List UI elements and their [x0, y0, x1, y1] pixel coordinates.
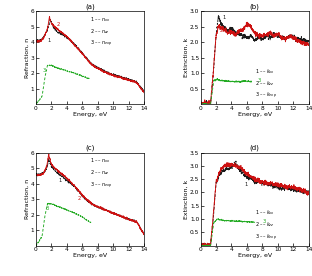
- Text: $\it{1}$ –– $k_{xx}$: $\it{1}$ –– $k_{xx}$: [255, 67, 275, 76]
- Text: $\it{3}$ –– $n_{exp}$: $\it{3}$ –– $n_{exp}$: [90, 39, 112, 49]
- Text: $\it{1}$: $\it{1}$: [244, 180, 249, 188]
- Text: $\it{1}$: $\it{1}$: [47, 36, 51, 44]
- Text: $\it{3}$: $\it{3}$: [262, 217, 267, 225]
- Text: $\it{3}$: $\it{3}$: [42, 66, 47, 73]
- Text: $\it{2}$ –– $k_{zz}$: $\it{2}$ –– $k_{zz}$: [255, 79, 274, 88]
- Text: $\it{2}$: $\it{2}$: [77, 194, 82, 202]
- X-axis label: Energy, eV: Energy, eV: [238, 253, 272, 258]
- Text: $\it{1}$ –– $n_{xx}$: $\it{1}$ –– $n_{xx}$: [90, 15, 110, 24]
- Title: (a): (a): [85, 3, 95, 10]
- X-axis label: Energy, eV: Energy, eV: [238, 112, 272, 117]
- X-axis label: Energy, eV: Energy, eV: [73, 253, 107, 258]
- Text: $\it{1}$ –– $n_{xx}$: $\it{1}$ –– $n_{xx}$: [90, 156, 110, 165]
- X-axis label: Energy, eV: Energy, eV: [73, 112, 107, 117]
- Text: $\it{2}$ –– $n_{zz}$: $\it{2}$ –– $n_{zz}$: [90, 168, 110, 177]
- Text: $\it{1}$: $\it{1}$: [222, 14, 227, 22]
- Title: (d): (d): [250, 145, 260, 151]
- Text: $\it{2}$: $\it{2}$: [219, 26, 224, 34]
- Text: $\it{2}$: $\it{2}$: [238, 163, 243, 171]
- Text: $\it{2}$: $\it{2}$: [56, 20, 61, 28]
- Text: $\it{1}$ –– $k_{xx}$: $\it{1}$ –– $k_{xx}$: [255, 208, 275, 217]
- Text: $\it{3}$: $\it{3}$: [257, 76, 262, 84]
- Text: $\it{2}$ –– $n_{zz}$: $\it{2}$ –– $n_{zz}$: [90, 27, 110, 36]
- Text: $\it{3}$ –– $k_{exp}$: $\it{3}$ –– $k_{exp}$: [255, 233, 277, 243]
- Title: (b): (b): [250, 3, 260, 10]
- Text: $\it{1}$: $\it{1}$: [57, 176, 62, 184]
- Text: $\it{3}$: $\it{3}$: [45, 204, 49, 212]
- Title: (c): (c): [85, 145, 95, 151]
- Text: $\it{2}$ –– $k_{zz}$: $\it{2}$ –– $k_{zz}$: [255, 221, 274, 229]
- Y-axis label: Extinction, k: Extinction, k: [183, 179, 188, 219]
- Y-axis label: Refraction, n: Refraction, n: [24, 38, 29, 78]
- Y-axis label: Extinction, k: Extinction, k: [183, 38, 188, 77]
- Text: $\it{3}$ –– $k_{exp}$: $\it{3}$ –– $k_{exp}$: [255, 91, 277, 101]
- Text: $\it{3}$ –– $n_{exp}$: $\it{3}$ –– $n_{exp}$: [90, 181, 112, 191]
- Y-axis label: Refraction, n: Refraction, n: [24, 179, 29, 219]
